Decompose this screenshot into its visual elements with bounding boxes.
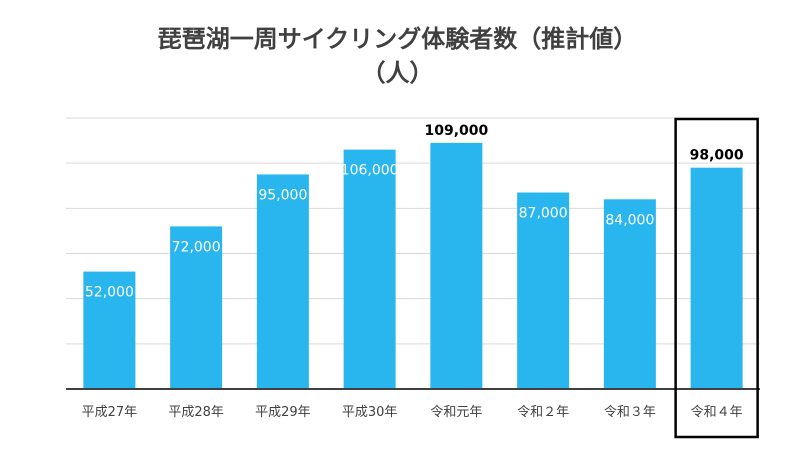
data-label: 87,000 bbox=[519, 206, 568, 222]
data-label: 98,000 bbox=[690, 148, 744, 164]
data-label: 72,000 bbox=[172, 239, 221, 255]
x-tick-label: 令和元年 bbox=[430, 405, 482, 420]
data-label: 84,000 bbox=[605, 212, 654, 228]
data-label: 106,000 bbox=[341, 163, 399, 179]
x-tick-label: 平成27年 bbox=[82, 405, 138, 420]
x-tick-label: 平成28年 bbox=[168, 405, 224, 420]
highlight-box bbox=[674, 117, 759, 439]
bar bbox=[517, 192, 570, 389]
x-tick-label: 令和３年 bbox=[604, 405, 656, 420]
x-tick-label: 令和２年 bbox=[517, 405, 569, 420]
data-label: 52,000 bbox=[85, 285, 134, 301]
bar bbox=[690, 167, 743, 389]
x-tick-label: 平成30年 bbox=[342, 405, 398, 420]
bar bbox=[430, 142, 483, 389]
bar bbox=[83, 271, 136, 389]
bar bbox=[603, 199, 656, 389]
bar bbox=[343, 149, 396, 389]
chart-title-line1: 琵琶湖一周サイクリング体験者数（推計値） bbox=[157, 25, 638, 53]
chart-title: 琵琶湖一周サイクリング体験者数（推計値） （人） bbox=[0, 22, 795, 90]
data-label: 109,000 bbox=[424, 123, 488, 139]
x-tick-label: 平成29年 bbox=[255, 405, 311, 420]
data-label: 95,000 bbox=[258, 187, 307, 203]
x-tick-label: 令和４年 bbox=[691, 405, 743, 420]
bar bbox=[170, 226, 223, 389]
chart-title-line2: （人） bbox=[361, 59, 434, 87]
bar bbox=[256, 174, 309, 389]
